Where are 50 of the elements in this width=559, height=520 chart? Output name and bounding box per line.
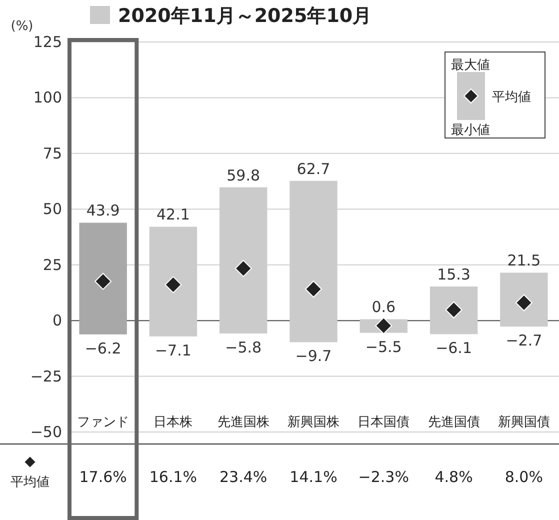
x-tick-label: 日本国債 bbox=[358, 415, 410, 430]
y-tick-label: 50 bbox=[42, 200, 62, 218]
point bbox=[164, 276, 182, 294]
annotation: −9.7 bbox=[295, 347, 332, 366]
y-axis-title: (%) bbox=[10, 19, 34, 34]
data-label: 16.1% bbox=[149, 468, 198, 486]
annotation: −6.1 bbox=[436, 339, 472, 358]
x-tick-label: 日本株 bbox=[154, 415, 193, 430]
y-tick-label: 75 bbox=[42, 144, 62, 162]
annotation: −5.8 bbox=[225, 338, 262, 356]
y-tick-label: −25 bbox=[30, 367, 62, 386]
point bbox=[234, 260, 252, 277]
annotation: 最小値 bbox=[451, 123, 490, 138]
annotation: 62.7 bbox=[296, 160, 330, 178]
annotation: −7.1 bbox=[154, 341, 192, 360]
data-label: 14.1% bbox=[290, 468, 338, 486]
data-label: 17.6% bbox=[79, 468, 127, 486]
annotation: 43.9 bbox=[86, 202, 120, 220]
annotation: 42.1 bbox=[156, 206, 190, 224]
bar bbox=[500, 272, 548, 327]
x-tick-label: 先進国株 bbox=[217, 415, 270, 430]
point bbox=[375, 317, 392, 334]
x-tick-label: 新興国債 bbox=[498, 415, 550, 430]
annotation: −2.7 bbox=[506, 332, 542, 350]
annotation: 21.5 bbox=[507, 252, 541, 270]
y-tick-label: 125 bbox=[33, 33, 62, 51]
point bbox=[94, 272, 112, 290]
annotation: 0.6 bbox=[372, 298, 396, 316]
annotation: 最大値 bbox=[451, 58, 490, 73]
data-label: 23.4% bbox=[220, 468, 268, 486]
y-tick-label: 25 bbox=[42, 256, 62, 274]
annotation: −5.5 bbox=[365, 338, 402, 356]
data-label: 4.8% bbox=[434, 468, 473, 486]
text: 平均値 bbox=[10, 475, 50, 490]
y-tick-label: 0 bbox=[52, 312, 62, 330]
legend-label: 2020年11月～2025年10月 bbox=[118, 5, 372, 27]
x-tick-label: ファンド bbox=[77, 415, 130, 430]
annotation: 59.8 bbox=[226, 166, 260, 184]
data-label: 8.0% bbox=[504, 468, 543, 486]
annotation: 15.3 bbox=[437, 265, 470, 284]
x-tick-label: 先進国債 bbox=[428, 415, 480, 430]
x-tick-label: 新興国株 bbox=[288, 415, 340, 430]
annotation: 平均値 bbox=[492, 90, 531, 105]
point bbox=[305, 280, 322, 298]
y-tick-label: 100 bbox=[33, 88, 62, 107]
bar bbox=[430, 286, 478, 334]
bar bbox=[79, 222, 127, 334]
data-label: −2.3% bbox=[358, 468, 409, 486]
annotation: −6.2 bbox=[84, 339, 122, 358]
y-tick-label: −50 bbox=[30, 423, 62, 441]
